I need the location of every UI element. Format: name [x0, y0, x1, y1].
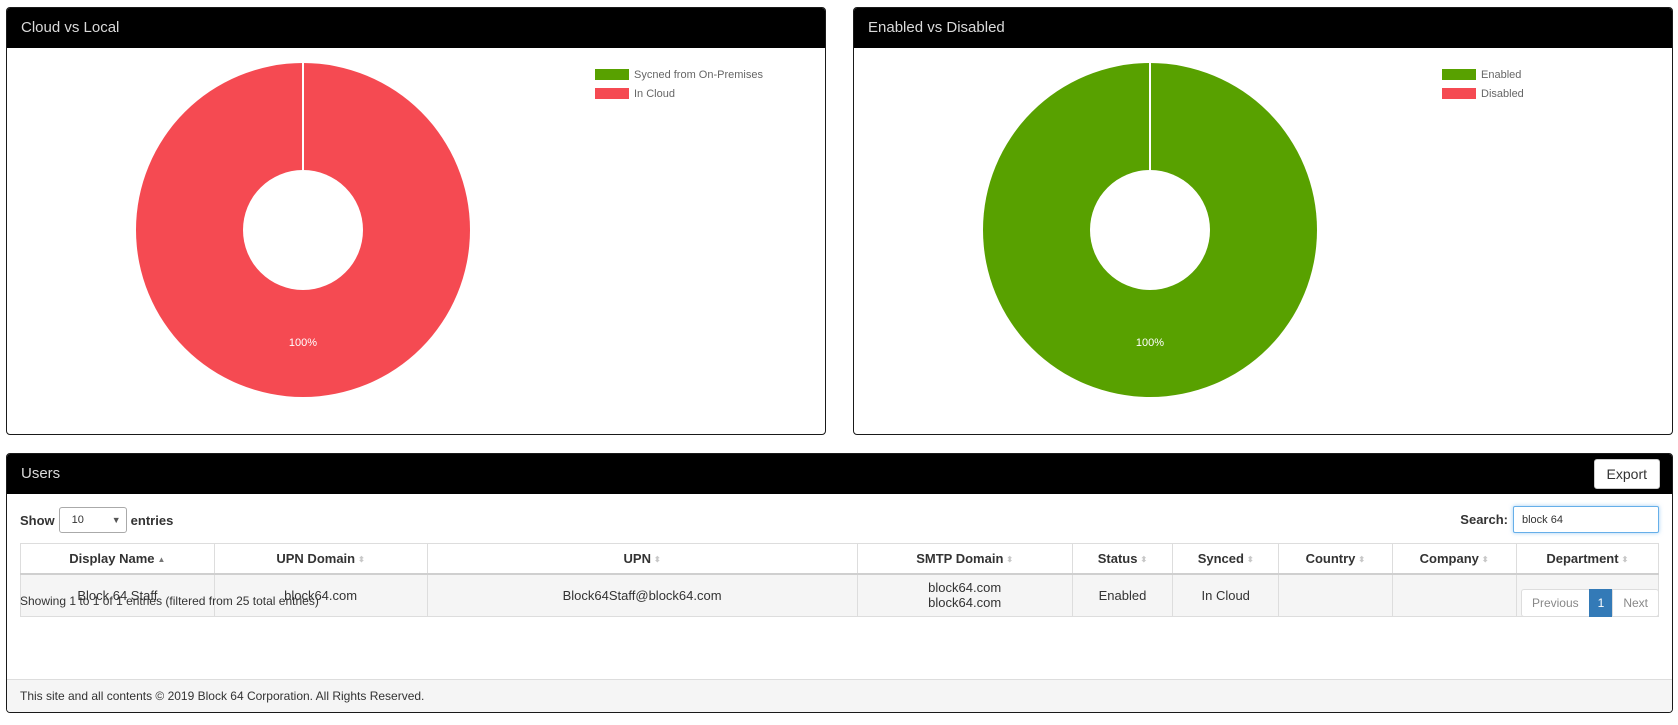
- page-button-1[interactable]: 1: [1588, 589, 1614, 617]
- column-header-company[interactable]: Company ⬍: [1391, 543, 1517, 575]
- legend-swatch: [595, 69, 629, 80]
- cell-display-name: Block 64 Staff: [20, 573, 215, 617]
- sort-icon: ⬍: [1246, 554, 1254, 564]
- legend-label: Disabled: [1481, 88, 1524, 100]
- sort-asc-icon: ▲: [157, 554, 166, 564]
- column-header-country[interactable]: Country ⬍: [1278, 543, 1393, 575]
- users-panel: Users Export Show 10 ▼ entries Search: D…: [6, 453, 1673, 713]
- pagination: Previous 1 Next: [1520, 589, 1659, 617]
- cell-upn-domain: block64.com: [213, 573, 428, 617]
- slice-percent-label: 100%: [1136, 337, 1164, 349]
- cell-upn: Block64Staff@block64.com: [426, 573, 858, 617]
- chevron-down-icon: ▼: [111, 515, 121, 525]
- entries-select[interactable]: 10 ▼: [58, 507, 127, 533]
- legend-label: In Cloud: [634, 88, 675, 100]
- entries-select-value: 10: [71, 514, 84, 526]
- sort-icon: ⬍: [1481, 554, 1489, 564]
- footer: This site and all contents © 2019 Block …: [7, 679, 1672, 712]
- cell-synced: In Cloud: [1172, 573, 1280, 617]
- sort-icon: ⬍: [653, 554, 661, 564]
- donut-hole: [243, 170, 363, 290]
- sort-icon: ⬍: [358, 554, 365, 564]
- sort-icon: ⬍: [1358, 554, 1366, 564]
- sort-icon: ⬍: [1006, 554, 1014, 564]
- next-page-button[interactable]: Next: [1612, 589, 1659, 617]
- donut-hole: [1090, 170, 1210, 290]
- cell-smtp-domain: block64.com block64.com: [856, 573, 1073, 617]
- panel-title: Users: [21, 465, 61, 482]
- slice-percent-label: 100%: [289, 337, 317, 349]
- search-control: Search:: [1460, 506, 1659, 533]
- sort-icon: ⬍: [1140, 554, 1148, 564]
- column-header-smtp-domain[interactable]: SMTP Domain ⬍: [856, 543, 1073, 575]
- column-header-upn[interactable]: UPN ⬍: [426, 543, 858, 575]
- sort-icon: ⬍: [1621, 554, 1629, 564]
- column-header-synced[interactable]: Synced ⬍: [1172, 543, 1280, 575]
- export-button[interactable]: Export: [1593, 459, 1660, 489]
- smtp-domain-line: block64.com: [928, 580, 1002, 596]
- legend-label: Enabled: [1481, 69, 1521, 81]
- column-header-department[interactable]: Department ⬍: [1515, 543, 1660, 575]
- search-input[interactable]: [1513, 506, 1659, 533]
- search-label: Search:: [1460, 512, 1508, 527]
- column-header-upn-domain[interactable]: UPN Domain ⬍: [213, 543, 428, 575]
- column-header-status[interactable]: Status ⬍: [1071, 543, 1174, 575]
- legend-swatch: [595, 88, 629, 99]
- smtp-domain-line: block64.com: [928, 595, 1002, 611]
- previous-page-button[interactable]: Previous: [1520, 589, 1590, 617]
- legend-swatch: [1442, 88, 1476, 99]
- cell-country: [1278, 573, 1393, 617]
- cloud-vs-local-panel: Cloud vs Local 100% Sycned from On-Premis…: [6, 7, 826, 435]
- cell-company: [1391, 573, 1517, 617]
- panel-title: Cloud vs Local: [7, 8, 825, 48]
- cloud-vs-local-chart: 100% Sycned from On-Premises In Cloud: [136, 63, 763, 397]
- legend-swatch: [1442, 69, 1476, 80]
- entries-label: entries: [130, 512, 174, 528]
- column-header-display-name[interactable]: Display Name ▲: [20, 543, 215, 575]
- table-header-row: Display Name ▲ UPN Domain ⬍ UPN ⬍ SMTP Doma…: [20, 543, 1660, 575]
- table-info: Showing 1 to 1 of 1 entries (filtered fr…: [20, 594, 319, 608]
- enabled-vs-disabled-chart: 100% Enabled Disabled: [983, 63, 1524, 397]
- panel-title: Enabled vs Disabled: [854, 8, 1672, 48]
- entries-length-control: Show 10 ▼ entries: [20, 507, 173, 533]
- enabled-vs-disabled-panel: Enabled vs Disabled 100% Enabled Disabled: [853, 7, 1673, 435]
- users-panel-heading: Users Export: [7, 454, 1672, 494]
- legend-label: Sycned from On-Premises: [634, 69, 763, 81]
- show-label: Show: [20, 512, 55, 528]
- cell-status: Enabled: [1071, 573, 1174, 617]
